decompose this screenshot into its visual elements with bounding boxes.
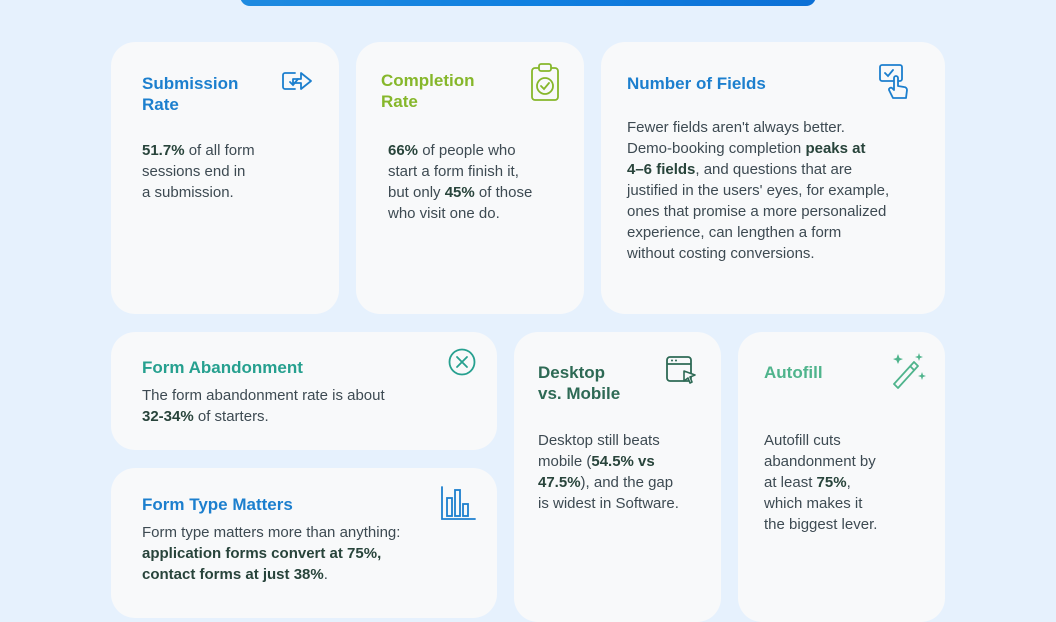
form-abandonment-title: Form Abandonment — [142, 358, 303, 377]
form-type-title: Form Type Matters — [142, 495, 293, 514]
desktop-vs-mobile-text: Desktop still beats mobile (54.5% vs 47.… — [538, 432, 679, 512]
desktop-vs-mobile-title: Desktop vs. Mobile — [538, 363, 621, 403]
form-type-text: Form type matters more than anything: ap… — [142, 524, 401, 583]
close-circle-icon — [448, 348, 476, 376]
form-click-icon — [879, 64, 908, 99]
number-of-fields-title: Number of Fields — [627, 74, 766, 93]
desktop-vs-mobile-card: Desktop vs. Mobile Desktop still beats m… — [514, 332, 721, 622]
submission-rate-title: Submission Rate — [142, 74, 239, 114]
clipboard-check-icon — [531, 63, 559, 101]
autofill-card: Autofill Autofill cuts abandonment by at… — [738, 332, 945, 622]
submission-rate-card: Submission Rate 51.7% of all form sessio… — [111, 42, 339, 314]
completion-rate-title: Completion Rate — [381, 71, 475, 111]
magic-wand-icon — [893, 353, 926, 389]
send-arrow-check-icon — [282, 72, 312, 90]
completion-rate-text: 66% of people who start a form finish it… — [388, 142, 533, 222]
bar-chart-icon — [441, 486, 476, 520]
browser-cursor-icon — [666, 356, 696, 384]
submission-rate-text: 51.7% of all form sessions end in a subm… — [142, 142, 255, 201]
form-abandonment-card: Form Abandonment The form abandonment ra… — [111, 332, 497, 450]
form-abandonment-text: The form abandonment rate is about 32-34… — [142, 387, 385, 425]
autofill-title: Autofill — [764, 363, 823, 382]
number-of-fields-card: Number of Fields Fewer fields aren't alw… — [601, 42, 945, 314]
header-banner-edge — [240, 0, 816, 6]
form-type-card: Form Type Matters Form type matters more… — [111, 468, 497, 618]
number-of-fields-text: Fewer fields aren't always better. Demo-… — [627, 119, 890, 262]
autofill-text: Autofill cuts abandonment by at least 75… — [764, 432, 878, 533]
completion-rate-card: Completion Rate 66% of people who start … — [356, 42, 584, 314]
